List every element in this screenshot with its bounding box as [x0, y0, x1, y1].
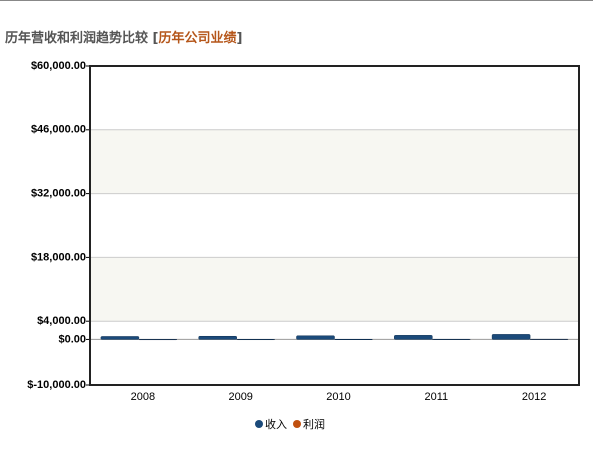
- legend-label[interactable]: 利润: [303, 417, 325, 431]
- bar: [296, 335, 335, 340]
- title-row: 历年营收和利润趋势比较 [历年公司业绩]: [5, 27, 242, 46]
- y-tick-label: $60,000.00: [31, 60, 86, 72]
- bracket: ]: [236, 31, 243, 46]
- chart-title: 历年营收和利润趋势比较: [5, 31, 149, 46]
- bar: [334, 338, 373, 340]
- y-tick-label: $46,000.00: [31, 124, 86, 136]
- legend-marker: [293, 420, 301, 428]
- bar: [100, 336, 140, 340]
- grid-band: [90, 257, 579, 322]
- bar: [529, 338, 569, 340]
- x-tick-label: 2009: [228, 391, 252, 403]
- legend-marker: [255, 420, 263, 428]
- legend-label[interactable]: 收入: [265, 417, 287, 431]
- x-tick-label: 2012: [522, 391, 546, 403]
- y-tick-label: $4,000.00: [37, 315, 86, 327]
- plot-frame: [89, 65, 580, 386]
- y-tick-label: $18,000.00: [31, 251, 86, 263]
- y-tick-label: $0.00: [58, 333, 86, 345]
- bar: [198, 335, 237, 340]
- grid-band: [90, 129, 579, 194]
- chart-subtitle[interactable]: 历年公司业绩: [158, 31, 237, 46]
- bar: [236, 339, 275, 341]
- bar: [432, 338, 471, 340]
- x-tick-label: 2010: [326, 391, 350, 403]
- y-tick-label: $-10,000.00: [27, 379, 86, 391]
- x-tick-label: 2008: [131, 391, 155, 403]
- bracket: [: [152, 31, 159, 46]
- y-tick-label: $32,000.00: [31, 188, 86, 200]
- bar: [491, 334, 531, 340]
- bar: [394, 335, 433, 340]
- x-tick-label: 2011: [424, 391, 448, 403]
- bar: [138, 339, 178, 341]
